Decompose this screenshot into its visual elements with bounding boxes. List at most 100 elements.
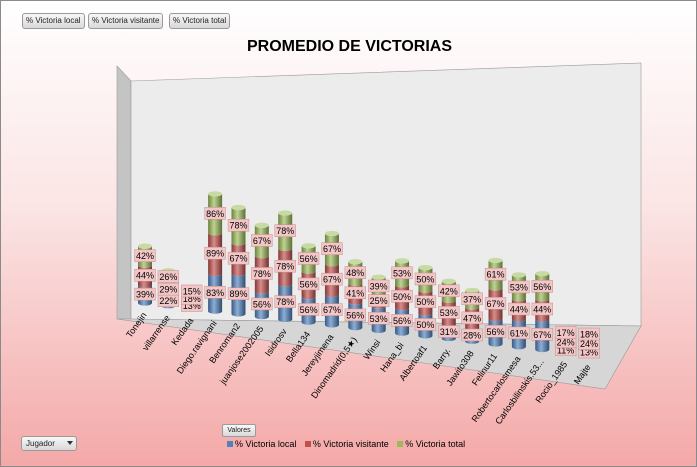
data-label-bg-5-0 <box>251 297 273 311</box>
filter-victoria-local-button[interactable]: % Victoria local <box>22 13 85 29</box>
data-label-15-2: 61% <box>487 270 505 280</box>
data-label-bg-10-2 <box>368 279 390 293</box>
data-label-12-1: 50% <box>416 297 434 307</box>
data-label-bg-16-2 <box>508 280 530 294</box>
data-label-1-0: 22% <box>159 296 177 306</box>
data-label-bg-13-2 <box>438 284 460 298</box>
bar-top-cap-15 <box>488 257 503 263</box>
data-label-bg-15-0 <box>484 325 507 338</box>
data-label-4-2: 78% <box>229 221 247 231</box>
data-label-11-1: 50% <box>393 292 411 302</box>
bar-top-cap-13 <box>441 278 456 284</box>
data-label-8-2: 67% <box>323 244 341 254</box>
data-label-bg-9-2 <box>344 266 366 279</box>
data-label-bg-12-2 <box>414 272 437 286</box>
data-label-8-1: 67% <box>323 275 341 285</box>
data-label-15-0: 56% <box>487 327 505 337</box>
data-label-bg-3-0 <box>204 286 226 299</box>
data-label-bg-4-0 <box>227 287 250 300</box>
data-label-bg-2-2 <box>181 284 203 298</box>
data-label-bg-6-2 <box>274 224 296 237</box>
data-label-2-1: 18% <box>183 294 201 304</box>
data-label-bg-14-0 <box>461 328 483 342</box>
jugador-dropdown[interactable]: Jugador <box>21 436 77 451</box>
data-label-10-2: 39% <box>370 282 388 292</box>
data-label-1-2: 26% <box>159 272 177 282</box>
data-label-bg-6-0 <box>274 295 296 308</box>
bar-top-cap-4 <box>231 204 246 211</box>
legend-label-total: % Victoria total <box>405 439 466 449</box>
data-label-13-2: 42% <box>440 286 458 296</box>
data-label-bg-7-2 <box>297 252 320 265</box>
data-label-bg-12-1 <box>414 295 437 308</box>
data-label-bg-8-0 <box>321 303 343 316</box>
bar-top-cap-11 <box>395 258 410 264</box>
data-label-bg-19-2 <box>578 327 600 341</box>
data-label-1-1: 29% <box>159 285 177 295</box>
data-label-bg-1-1 <box>157 282 180 296</box>
data-label-5-2: 67% <box>253 236 271 246</box>
data-label-11-2: 53% <box>393 268 411 278</box>
data-label-4-0: 89% <box>229 289 247 299</box>
data-label-6-0: 78% <box>276 297 294 307</box>
data-label-bg-17-1 <box>531 302 553 316</box>
data-label-12-0: 50% <box>416 320 434 330</box>
data-label-bg-9-1 <box>344 286 366 300</box>
valores-field-button[interactable]: Valores <box>222 424 256 437</box>
filter-victoria-visitante-button[interactable]: % Victoria visitante <box>88 13 164 29</box>
data-label-18-0: 11% <box>557 345 574 355</box>
data-label-bg-10-0 <box>368 312 390 325</box>
chart-side-wall <box>116 65 132 320</box>
data-label-3-0: 83% <box>206 288 224 298</box>
filter-victoria-total-button[interactable]: % Victoria total <box>169 13 231 29</box>
data-label-6-2: 78% <box>276 226 294 236</box>
data-label-14-1: 47% <box>463 313 481 323</box>
data-label-15-1: 67% <box>487 299 505 309</box>
data-label-2-2: 15% <box>183 286 201 296</box>
bar-top-cap-14 <box>465 287 480 293</box>
data-label-17-0: 67% <box>533 330 551 340</box>
bar-top-cap-7 <box>301 243 316 249</box>
bar-top-cap-17 <box>535 270 550 277</box>
legend-label-local: % Victoria local <box>235 439 297 449</box>
data-label-bg-6-1 <box>274 259 296 273</box>
data-label-4-1: 67% <box>229 254 247 264</box>
data-label-bg-11-0 <box>391 314 413 327</box>
data-label-bg-5-1 <box>251 267 273 280</box>
jugador-label: Jugador <box>26 439 55 448</box>
data-label-5-1: 78% <box>253 269 271 279</box>
data-label-9-1: 41% <box>346 288 364 298</box>
data-label-2-0: 13% <box>183 301 201 311</box>
legend-item-total: % Victoria total <box>397 439 465 449</box>
data-label-18-1: 24% <box>557 337 575 347</box>
data-label-bg-15-2 <box>484 267 507 281</box>
data-label-11-0: 56% <box>393 316 411 326</box>
data-label-bg-11-2 <box>391 266 413 280</box>
data-label-18-2: 17% <box>557 328 575 338</box>
legend: % Victoria local % Victoria visitante % … <box>227 439 471 449</box>
bar-top-cap-0 <box>138 243 152 249</box>
data-label-0-2: 42% <box>136 251 154 261</box>
data-label-17-1: 44% <box>533 305 551 315</box>
data-label-14-2: 37% <box>463 294 481 304</box>
legend-swatch-visitante <box>304 441 311 447</box>
bar-top-cap-10 <box>371 274 386 280</box>
data-label-16-0: 61% <box>510 328 528 338</box>
data-label-9-2: 48% <box>346 268 364 278</box>
data-label-bg-7-0 <box>297 303 320 316</box>
data-label-0-1: 44% <box>136 271 154 281</box>
data-label-10-1: 25% <box>370 296 388 306</box>
data-label-bg-18-2 <box>554 326 577 339</box>
data-label-19-0: 13% <box>580 348 598 358</box>
data-label-12-2: 50% <box>416 274 434 284</box>
data-label-bg-14-1 <box>461 311 483 325</box>
data-label-bg-8-2 <box>321 242 343 255</box>
data-label-3-2: 86% <box>206 209 224 219</box>
data-label-bg-16-0 <box>508 326 530 340</box>
data-label-bg-3-2 <box>204 207 226 220</box>
bar-top-cap-12 <box>418 264 433 271</box>
bar-top-cap-9 <box>348 259 363 265</box>
data-label-0-0: 39% <box>136 290 154 300</box>
data-label-6-1: 78% <box>276 262 294 272</box>
